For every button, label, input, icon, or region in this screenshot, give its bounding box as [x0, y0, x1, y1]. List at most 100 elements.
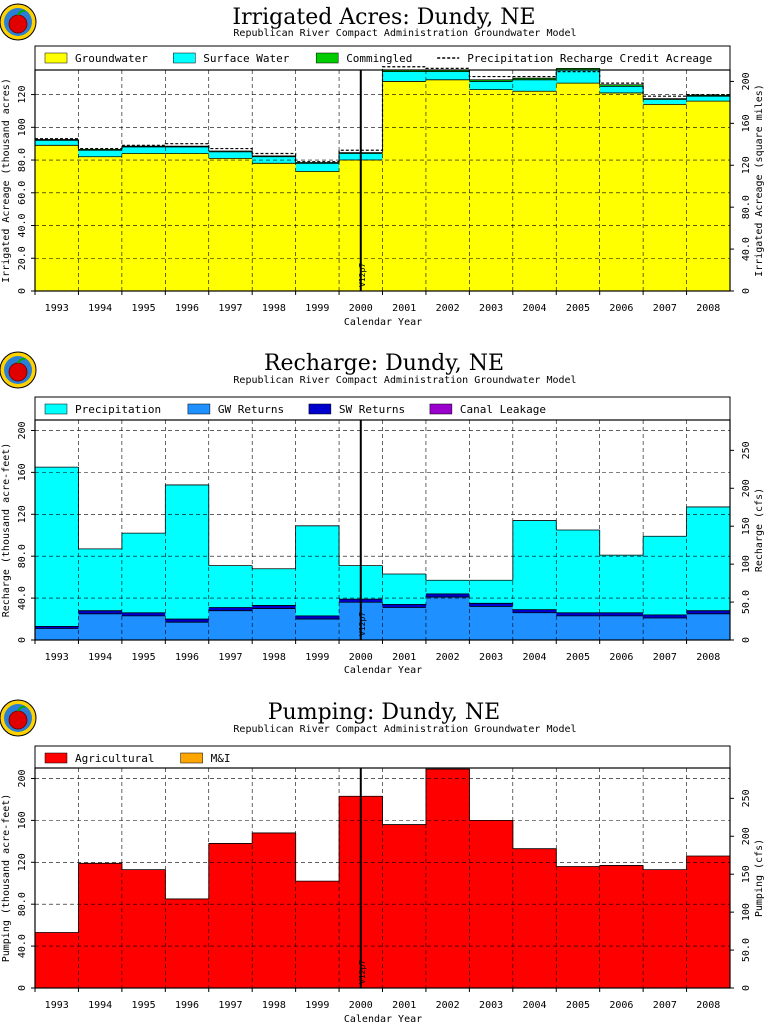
bar-segment-commingled	[208, 151, 253, 152]
bar-segment-sw-returns	[165, 619, 210, 623]
x-tick-label: 1993	[45, 303, 69, 314]
y2-tick-label: 50.0	[741, 590, 752, 614]
y2-tick-label: 0	[741, 985, 752, 991]
y2-tick-label: 80.0	[741, 195, 752, 219]
legend-swatch	[187, 403, 211, 415]
y2-tick-label: 0	[741, 637, 752, 643]
bar-segment-commingled	[121, 146, 166, 147]
legend-label: Canal Leakage	[460, 403, 546, 416]
bar-segment-agricultural	[208, 843, 253, 988]
bar-segment-gw-returns	[469, 606, 514, 640]
bar-segment-gw-returns	[78, 613, 123, 640]
bar-segment-gw-returns	[686, 613, 731, 640]
chart-subtitle: Republican River Compact Administration …	[233, 375, 576, 386]
y2-tick-label: 100	[741, 555, 752, 573]
y-tick-label: 40.0	[17, 213, 28, 237]
y-tick-label: 0	[17, 288, 28, 294]
y2-tick-label: 200	[741, 72, 752, 90]
bar-segment-groundwater	[556, 83, 601, 291]
x-tick-label: 1998	[262, 1000, 286, 1011]
bar-segment-surface-water	[469, 81, 514, 90]
model-marker-label: V12p7	[358, 960, 367, 984]
logo-apple	[8, 710, 28, 730]
x-tick-label: 2000	[349, 652, 373, 663]
bar-segment-groundwater	[599, 92, 644, 291]
bar-segment-surface-water	[425, 71, 470, 80]
bar-segment-sw-returns	[35, 626, 79, 629]
bar-segment-sw-returns	[208, 607, 253, 611]
bar-segment-sw-returns	[556, 612, 601, 616]
bar-segment-precipitation	[252, 568, 297, 606]
bar-segment-surface-water	[78, 150, 123, 157]
legend-swatch	[308, 403, 332, 415]
legend-box	[34, 745, 731, 771]
bar-segment-commingled	[469, 79, 514, 82]
bar-segment-precipitation	[165, 484, 210, 620]
bar-segment-commingled	[512, 78, 557, 80]
bar-segment-groundwater	[425, 79, 470, 291]
logo-leaf	[17, 705, 26, 712]
bar-segment-gw-returns	[382, 607, 427, 640]
bar-segment-commingled	[295, 162, 340, 164]
y-tick-label: 100	[17, 118, 28, 136]
legend-box	[34, 45, 731, 71]
y-tick-label: 160	[17, 463, 28, 481]
bar-segment-agricultural	[556, 866, 601, 988]
legend-swatch	[44, 752, 68, 764]
x-tick-label: 2008	[696, 303, 720, 314]
x-tick-label: 1994	[88, 303, 112, 314]
bar-segment-precipitation	[425, 580, 470, 594]
x-axis-label: Calendar Year	[344, 665, 422, 676]
bar-segment-gw-returns	[35, 628, 79, 640]
x-axis-label: Calendar Year	[344, 317, 422, 328]
bar-segment-commingled	[686, 95, 731, 97]
x-tick-label: 2008	[696, 652, 720, 663]
y2-tick-label: 120	[741, 156, 752, 174]
bar-segment-agricultural	[121, 869, 166, 988]
x-tick-label: 2006	[609, 303, 633, 314]
x-tick-label: 1997	[218, 652, 242, 663]
x-tick-label: 2002	[436, 1000, 460, 1011]
y-tick-label: 120	[17, 853, 28, 871]
logo-leaf	[17, 357, 26, 364]
bar-segment-agricultural	[252, 832, 297, 988]
legend-label: M&I	[211, 752, 231, 765]
x-tick-label: 1995	[132, 303, 156, 314]
x-tick-label: 2002	[436, 652, 460, 663]
bar-segment-precipitation	[78, 548, 123, 611]
legend-label: SW Returns	[339, 403, 405, 416]
bar-segment-surface-water	[599, 86, 644, 93]
logo-leaf	[17, 9, 26, 16]
legend-swatch	[44, 403, 68, 415]
x-tick-label: 2002	[436, 303, 460, 314]
bar-segment-surface-water	[512, 79, 557, 92]
bar-segment-agricultural	[643, 869, 688, 988]
x-tick-label: 2008	[696, 1000, 720, 1011]
chart-title: Recharge: Dundy, NE	[264, 351, 504, 376]
bar-segment-groundwater	[643, 104, 688, 291]
x-tick-label: 2007	[653, 303, 677, 314]
bar-segment-groundwater	[469, 89, 514, 292]
x-tick-label: 1997	[218, 1000, 242, 1011]
bar-segment-agricultural	[78, 863, 123, 988]
bar-segment-commingled	[556, 68, 601, 70]
bar-segment-surface-water	[35, 140, 79, 146]
x-tick-label: 1998	[262, 303, 286, 314]
y2-tick-label: 40.0	[741, 237, 752, 261]
chart-subtitle: Republican River Compact Administration …	[233, 724, 576, 735]
x-tick-label: 1994	[88, 1000, 112, 1011]
bar-segment-commingled	[599, 84, 644, 87]
x-tick-label: 2007	[653, 1000, 677, 1011]
bar-segment-sw-returns	[599, 612, 644, 616]
y2-axis-label: Recharge (cfs)	[754, 488, 765, 572]
x-tick-label: 2006	[609, 652, 633, 663]
legend-label: Groundwater	[75, 52, 148, 65]
x-tick-label: 1995	[132, 1000, 156, 1011]
model-marker-label: V12p7	[358, 612, 367, 636]
y2-tick-label: 50.0	[741, 938, 752, 962]
legend-label: Agricultural	[75, 752, 154, 765]
x-tick-label: 2004	[522, 1000, 546, 1011]
bar-segment-sw-returns	[425, 593, 470, 598]
